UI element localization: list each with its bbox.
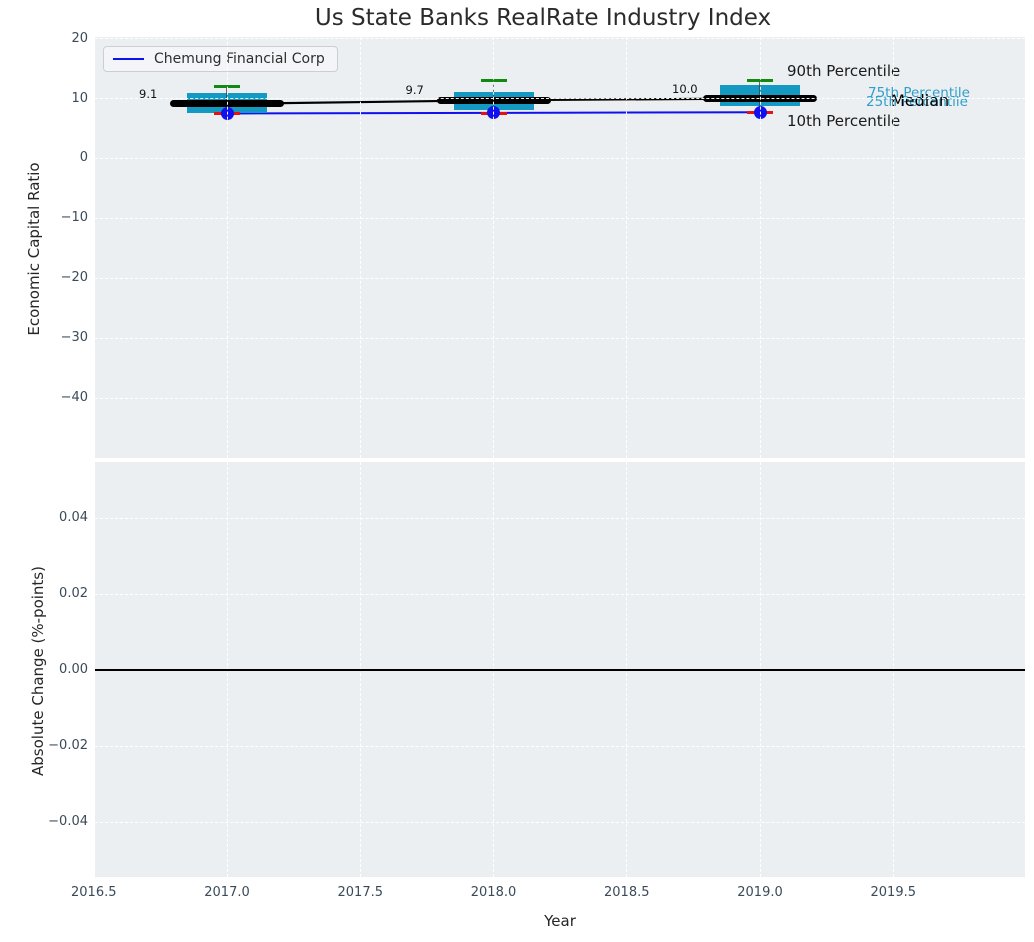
gridline-horizontal xyxy=(95,517,1025,519)
top-y-tick-label: 10 xyxy=(71,90,88,106)
x-tick-label: 2018.5 xyxy=(604,885,650,900)
gridline-horizontal xyxy=(95,98,1025,99)
x-tick-label: 2017.0 xyxy=(204,885,250,900)
top-y-tick-label: −10 xyxy=(60,210,88,226)
x-tick-label: 2016.5 xyxy=(71,885,117,900)
legend-line-sample xyxy=(113,58,144,60)
x-tick-label: 2018.0 xyxy=(470,885,517,900)
median-value-label-2017: 9.1 xyxy=(139,86,158,101)
gridline-vertical xyxy=(626,37,628,458)
gridline-horizontal xyxy=(95,217,1025,219)
legend: Chemung Financial Corp xyxy=(103,46,338,72)
gridline-horizontal xyxy=(95,277,1025,279)
gridline-horizontal xyxy=(95,821,1025,823)
bottom-y-tick-label: −0.02 xyxy=(48,738,88,753)
gridline-horizontal xyxy=(95,593,1025,595)
gridline-vertical xyxy=(759,37,761,458)
median-value-label-2019: 10.0 xyxy=(672,81,698,96)
x-tick-label: 2019.0 xyxy=(737,885,783,900)
annotation-10th-percentile: 10th Percentile xyxy=(787,112,901,130)
bottom-y-tick-label: 0.04 xyxy=(59,510,88,525)
top-y-tick-label: 20 xyxy=(71,30,88,46)
gridline-vertical xyxy=(226,37,228,458)
gridline-horizontal xyxy=(95,337,1025,339)
top-y-tick-label: −30 xyxy=(60,330,88,346)
top-y-tick-label: −20 xyxy=(60,270,88,286)
x-tick-label: 2019.5 xyxy=(870,885,917,900)
gridline-horizontal xyxy=(95,745,1025,747)
bottom-y-tick-label: 0.02 xyxy=(59,586,88,601)
x-axis-label: Year xyxy=(544,912,576,930)
gridline-horizontal xyxy=(95,397,1025,399)
gridline-horizontal xyxy=(95,38,1025,40)
bottom-y-tick-label: 0.00 xyxy=(59,662,88,677)
median-value-label-2018: 9.7 xyxy=(405,83,424,98)
x-tick-label: 2017.5 xyxy=(337,885,384,900)
top-y-tick-label: 0 xyxy=(79,150,88,166)
annotation-90th-percentile: 90th Percentile xyxy=(787,62,901,80)
gridline-vertical xyxy=(892,37,894,458)
zero-line xyxy=(95,669,1025,671)
gridline-vertical xyxy=(493,37,494,458)
gridline-horizontal xyxy=(95,157,1025,159)
gridline-vertical xyxy=(359,37,361,458)
legend-label: Chemung Financial Corp xyxy=(154,51,325,67)
top-y-tick-label: −40 xyxy=(60,390,88,405)
bottom-y-tick-label: −0.04 xyxy=(48,814,88,829)
annotation-median: Median xyxy=(891,91,950,110)
chart-title: Us State Banks RealRate Industry Index xyxy=(314,5,772,31)
